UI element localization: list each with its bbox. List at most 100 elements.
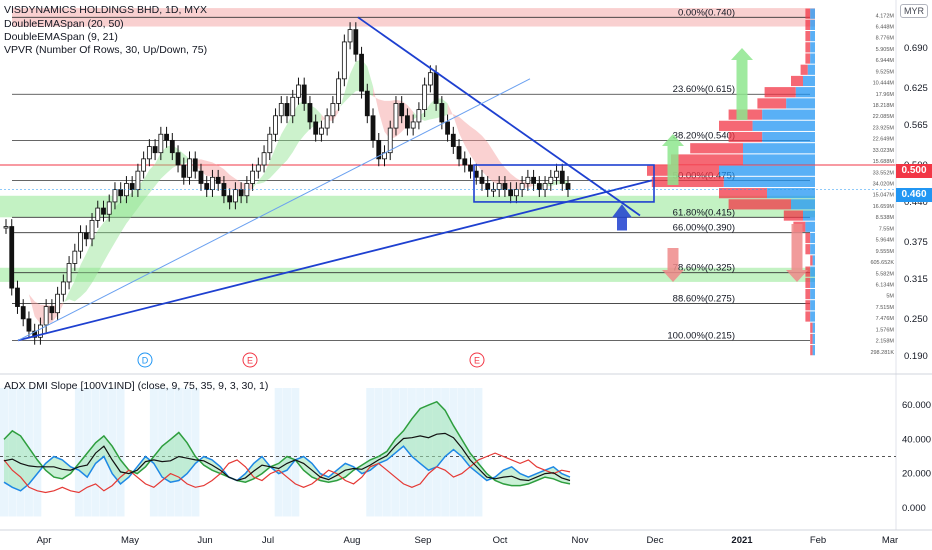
candle-body-86 — [496, 183, 502, 191]
ema-legend-2[interactable]: DoubleEMASpan (9, 21) — [4, 31, 118, 43]
candle-body-60 — [347, 29, 353, 43]
vp-label-5: 9.525M — [876, 69, 895, 75]
candle-body-2 — [15, 287, 20, 307]
x-tick-0: Apr — [37, 535, 52, 546]
y-tick-1: 0.690 — [904, 43, 928, 54]
currency-badge[interactable]: MYR — [900, 4, 928, 18]
ind-fill — [4, 401, 570, 491]
vp-up-14 — [719, 165, 815, 176]
vp-label-16: 15.047M — [873, 193, 895, 199]
ema-cloud-8 — [413, 98, 448, 121]
candle-body-39 — [227, 195, 233, 203]
vp-label-23: 5.582M — [876, 271, 895, 277]
ind-di-plus-line — [3, 445, 571, 492]
ind-bg-48 — [399, 388, 408, 517]
vp-down-16 — [719, 188, 767, 199]
ind-y-tick-1: 40.000 — [902, 434, 931, 445]
candle-body-31 — [181, 164, 187, 178]
candle-body-6 — [38, 324, 43, 338]
vp-down-23 — [805, 266, 811, 277]
candle-body-18 — [106, 201, 112, 215]
candle-body-12 — [72, 250, 78, 264]
ind-bg-35 — [291, 388, 300, 517]
zone-support-2 — [0, 267, 815, 282]
indicator-title[interactable]: ADX DMI Slope [100V1IND] (close, 9, 75, … — [4, 380, 269, 392]
candle-body-9 — [55, 293, 61, 314]
vp-up-29 — [812, 333, 815, 345]
vp-label-10: 23.925M — [873, 125, 895, 131]
symbol-title[interactable]: VISDYNAMICS HOLDINGS BHD, 1D, MYX — [4, 4, 208, 16]
vp-down-22 — [810, 255, 813, 266]
vp-up-28 — [812, 322, 815, 333]
candle-body-69 — [399, 103, 405, 117]
fib-label-8: 100.00%(0.215) — [667, 330, 735, 341]
candle-body-72 — [416, 109, 422, 123]
ema-cloud-2 — [63, 145, 190, 305]
vp-up-26 — [810, 300, 815, 311]
x-tick-8: Dec — [647, 535, 664, 546]
candle-body-7 — [43, 306, 49, 326]
price-tag-blue: 0.460 — [896, 188, 932, 202]
vp-down-6 — [791, 75, 803, 87]
candle-body-81 — [468, 164, 473, 172]
event-marker-0 — [137, 352, 153, 368]
candle-body-8 — [49, 306, 55, 314]
candle-body-4 — [26, 318, 32, 332]
vp-up-2 — [810, 31, 815, 42]
ema-cloud-5 — [321, 108, 339, 122]
vp-label-17: 16.659M — [873, 204, 895, 210]
x-tick-3: Jul — [262, 535, 274, 546]
vp-down-17 — [728, 199, 791, 210]
ind-bg-4 — [33, 388, 42, 517]
candle-body-0 — [3, 226, 9, 229]
candle-body-89 — [513, 189, 519, 197]
vp-down-13 — [671, 154, 743, 165]
candle-body-75 — [433, 72, 439, 104]
vpvr-legend[interactable]: VPVR (Number Of Rows, 30, Up/Down, 75) — [4, 44, 208, 56]
candle-body-50 — [290, 96, 296, 117]
consolidation-box — [473, 164, 655, 203]
trendline-light — [17, 78, 531, 341]
candle-body-16 — [95, 207, 101, 221]
vp-label-15: 34.020M — [873, 182, 895, 188]
vp-down-29 — [810, 333, 813, 345]
vp-down-20 — [805, 232, 811, 244]
candle-body-64 — [370, 115, 376, 141]
vp-label-3: 5.905M — [876, 47, 895, 53]
candle-body-82 — [473, 170, 479, 178]
vp-up-23 — [810, 266, 815, 277]
candle-body-74 — [427, 72, 433, 86]
vp-up-25 — [810, 288, 815, 300]
ema-legend-1[interactable]: DoubleEMASpan (20, 50) — [4, 18, 124, 30]
event-marker-1 — [242, 352, 258, 368]
fib-label-2: 38.20%(0.540) — [673, 130, 735, 141]
candle-body-83 — [479, 176, 485, 184]
x-tick-1: May — [121, 535, 139, 546]
vp-up-19 — [805, 221, 815, 232]
candle-body-94 — [542, 183, 548, 191]
event-label-2: E — [474, 356, 480, 366]
candle-body-55 — [319, 127, 324, 135]
vp-up-21 — [810, 244, 815, 255]
vp-label-7: 17.96M — [876, 92, 895, 98]
candle-body-53 — [307, 103, 313, 123]
x-tick-4: Aug — [344, 535, 361, 546]
vp-up-22 — [812, 255, 815, 266]
candle-body-35 — [204, 183, 210, 191]
vp-label-26: 7.515M — [876, 305, 895, 311]
candle-body-25 — [146, 146, 152, 160]
vp-down-21 — [805, 244, 811, 255]
ind-adx-line — [3, 400, 571, 487]
candle-body-30 — [175, 152, 181, 166]
candle-body-57 — [330, 103, 336, 117]
vp-label-11: 22.649M — [873, 137, 895, 143]
vp-down-11 — [728, 131, 763, 143]
y-tick-6: 0.375 — [904, 237, 928, 248]
ema-cloud-9 — [447, 103, 534, 190]
vp-up-11 — [762, 131, 815, 143]
arrow-down-left — [662, 248, 684, 282]
candle-body-23 — [135, 170, 141, 191]
trendline-resistance — [357, 16, 641, 217]
candle-body-84 — [485, 183, 491, 191]
